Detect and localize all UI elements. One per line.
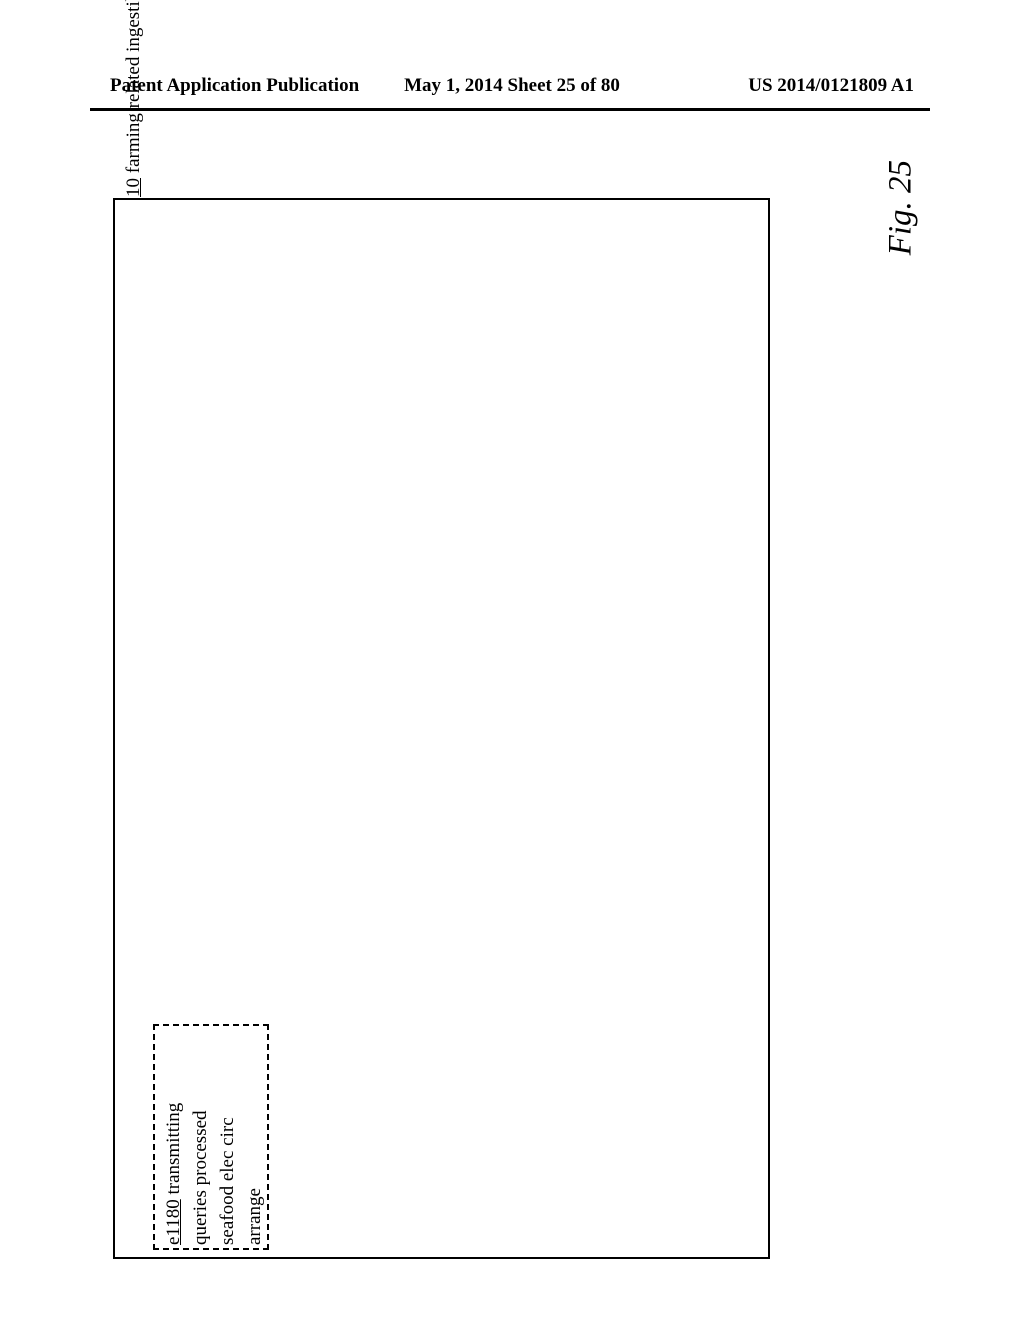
inner-line1-text: transmitting: [163, 1103, 184, 1200]
inner-label-line1: e1180 transmitting: [163, 1103, 185, 1245]
inner-label-line3: seafood elec circ: [217, 1117, 239, 1245]
header-date-sheet: May 1, 2014 Sheet 25 of 80: [404, 75, 620, 97]
header-publication-type: Patent Application Publication: [110, 75, 359, 97]
inner-label-line4: arrange: [244, 1188, 266, 1245]
system-label-text: farming related ingestible materials pro…: [123, 0, 144, 178]
inner-ref-number: e1180: [163, 1199, 184, 1245]
figure-number: Fig. 25: [882, 160, 919, 255]
system-label: 10 farming related ingestible materials …: [123, 0, 145, 197]
system-ref-number: 10: [123, 178, 144, 197]
header-divider: [90, 108, 930, 111]
inner-label-line2: queries processed: [190, 1110, 212, 1245]
header-patent-number: US 2014/0121809 A1: [748, 75, 914, 97]
